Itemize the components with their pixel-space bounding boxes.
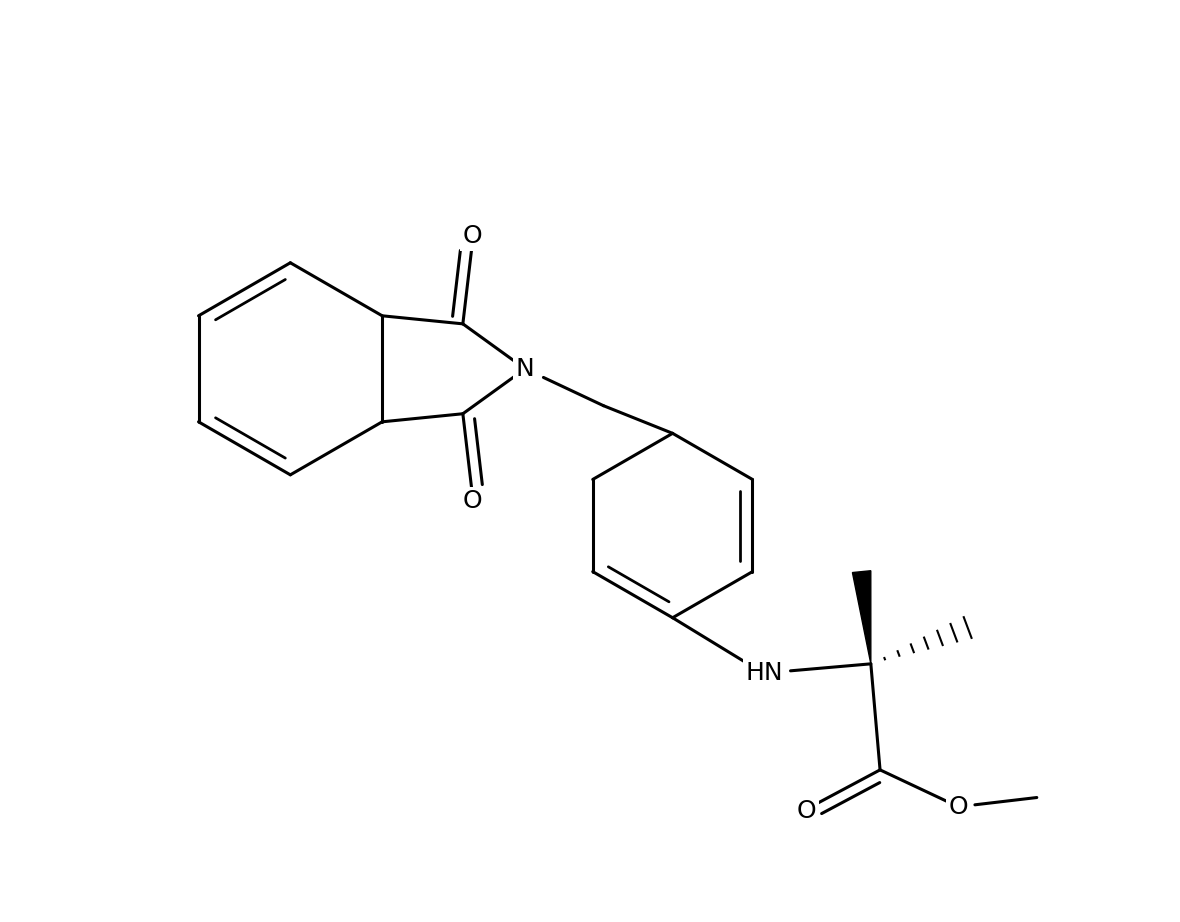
Polygon shape bbox=[852, 571, 871, 664]
Text: N: N bbox=[516, 357, 535, 381]
Text: O: O bbox=[949, 795, 969, 819]
Text: O: O bbox=[796, 799, 817, 823]
Text: HN: HN bbox=[746, 661, 784, 685]
Text: O: O bbox=[463, 490, 481, 514]
Text: O: O bbox=[463, 224, 481, 248]
